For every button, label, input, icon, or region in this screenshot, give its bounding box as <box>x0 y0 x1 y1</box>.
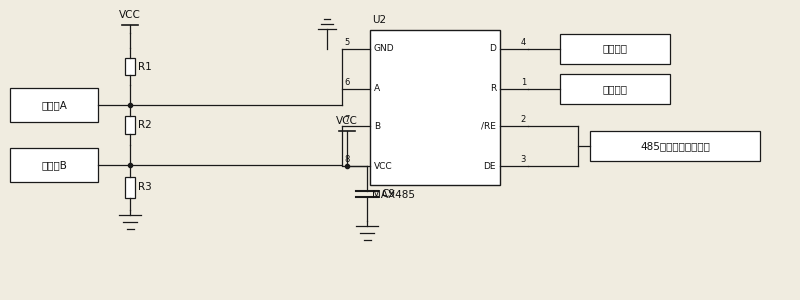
Bar <box>10 88 98 122</box>
Bar <box>125 58 135 75</box>
Text: 数据线A: 数据线A <box>41 100 67 110</box>
Text: 2: 2 <box>521 115 526 124</box>
Text: 4: 4 <box>521 38 526 46</box>
Text: 8: 8 <box>344 155 350 164</box>
Text: 485数据发送接收使能: 485数据发送接收使能 <box>640 141 710 151</box>
Bar <box>560 74 670 104</box>
Bar <box>370 30 500 185</box>
Text: R3: R3 <box>138 182 152 193</box>
Text: 3: 3 <box>521 155 526 164</box>
Text: VCC: VCC <box>119 10 141 20</box>
Text: R: R <box>490 84 496 93</box>
Text: A: A <box>374 84 380 93</box>
Text: DE: DE <box>483 162 496 171</box>
Text: 数据发送: 数据发送 <box>602 44 627 54</box>
Text: 6: 6 <box>344 78 350 87</box>
Text: U2: U2 <box>372 15 386 25</box>
Text: VCC: VCC <box>374 162 393 171</box>
Text: 数据线B: 数据线B <box>41 160 67 170</box>
Text: /RE: /RE <box>481 122 496 130</box>
Text: C9: C9 <box>381 189 395 199</box>
Text: R2: R2 <box>138 120 152 130</box>
Text: D: D <box>489 44 496 53</box>
Text: GND: GND <box>374 44 394 53</box>
Text: 7: 7 <box>344 115 350 124</box>
Bar <box>125 116 135 134</box>
Text: 1: 1 <box>521 78 526 87</box>
Bar <box>560 34 670 64</box>
Text: 数据接收: 数据接收 <box>602 84 627 94</box>
Text: 5: 5 <box>344 38 350 46</box>
Text: MAX485: MAX485 <box>372 190 415 200</box>
Text: VCC: VCC <box>336 116 358 126</box>
Bar <box>125 177 135 198</box>
Text: B: B <box>374 122 380 130</box>
Bar <box>590 131 760 161</box>
Text: R1: R1 <box>138 61 152 71</box>
Bar <box>10 148 98 182</box>
